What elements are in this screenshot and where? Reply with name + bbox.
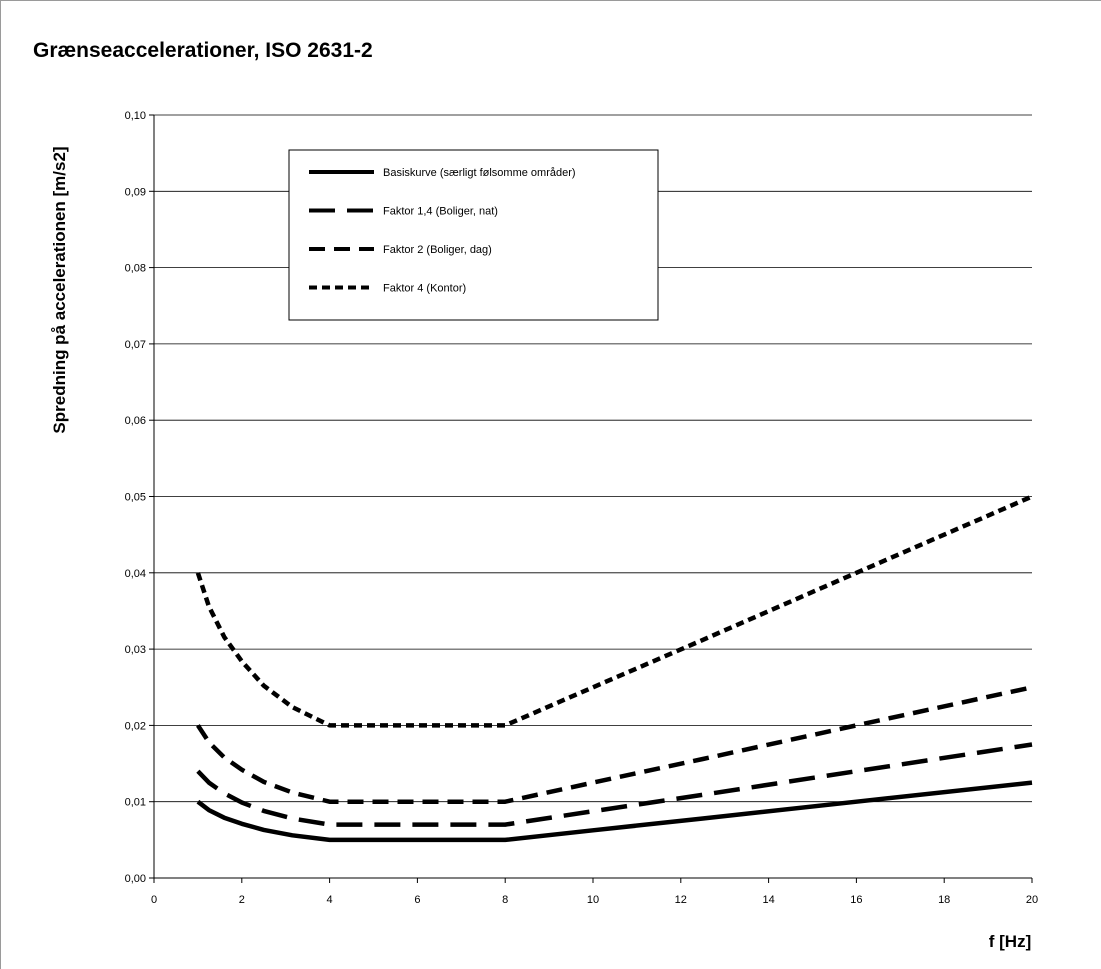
series-layer [195,494,1033,843]
x-tick-label: 14 [762,894,774,906]
y-tick-label: 0,07 [125,339,146,351]
legend-label-1: Basiskurve (særligt følsomme områder) [383,167,576,179]
y-tick-label: 0,02 [125,720,146,732]
y-axis-label: Spredning på accelerationen [m/s2] [50,146,69,433]
x-tick-label: 12 [675,894,687,906]
legend-label-2: Faktor 1,4 (Boliger, nat) [383,206,498,218]
y-tick-label: 0,10 [125,110,146,122]
y-tick-label: 0,09 [125,186,146,198]
x-axis-label: f [Hz] [989,932,1031,951]
legend-box [288,149,659,321]
x-tick-label: 10 [587,894,599,906]
x-tick-label: 0 [151,894,157,906]
gridlines [154,114,1032,803]
series-line-1 [196,780,1033,843]
y-tick-label: 0,00 [125,873,146,885]
x-tick-label: 8 [502,894,508,906]
legend-label-4: Faktor 4 (Kontor) [383,283,466,295]
y-tick-label: 0,04 [125,568,146,580]
legend: Basiskurve (særligt følsomme områder) Fak… [288,149,659,321]
x-tick-label: 18 [938,894,950,906]
y-tick-label: 0,06 [125,415,146,427]
tick-labels: 0,00 0,01 0,02 0,03 0,04 0,05 0,06 0,07 0,08 0,09… [125,110,1039,906]
x-tick-label: 16 [850,894,862,906]
series-line-2 [196,742,1033,827]
x-tick-label: 2 [239,894,245,906]
x-tick-label: 20 [1026,894,1038,906]
series-line-4 [195,494,1033,728]
x-tick-label: 6 [414,894,420,906]
y-tick-label: 0,01 [125,797,146,809]
series-line-3 [196,685,1033,804]
x-tick-label: 4 [327,894,333,906]
y-tick-label: 0,03 [125,644,146,656]
y-tick-label: 0,08 [125,263,146,275]
axes [149,114,1033,883]
y-tick-label: 0,05 [125,492,146,504]
chart-title: Grænseaccelerationer, ISO 2631-2 [33,39,373,62]
legend-label-3: Faktor 2 (Boliger, dag) [383,244,492,256]
